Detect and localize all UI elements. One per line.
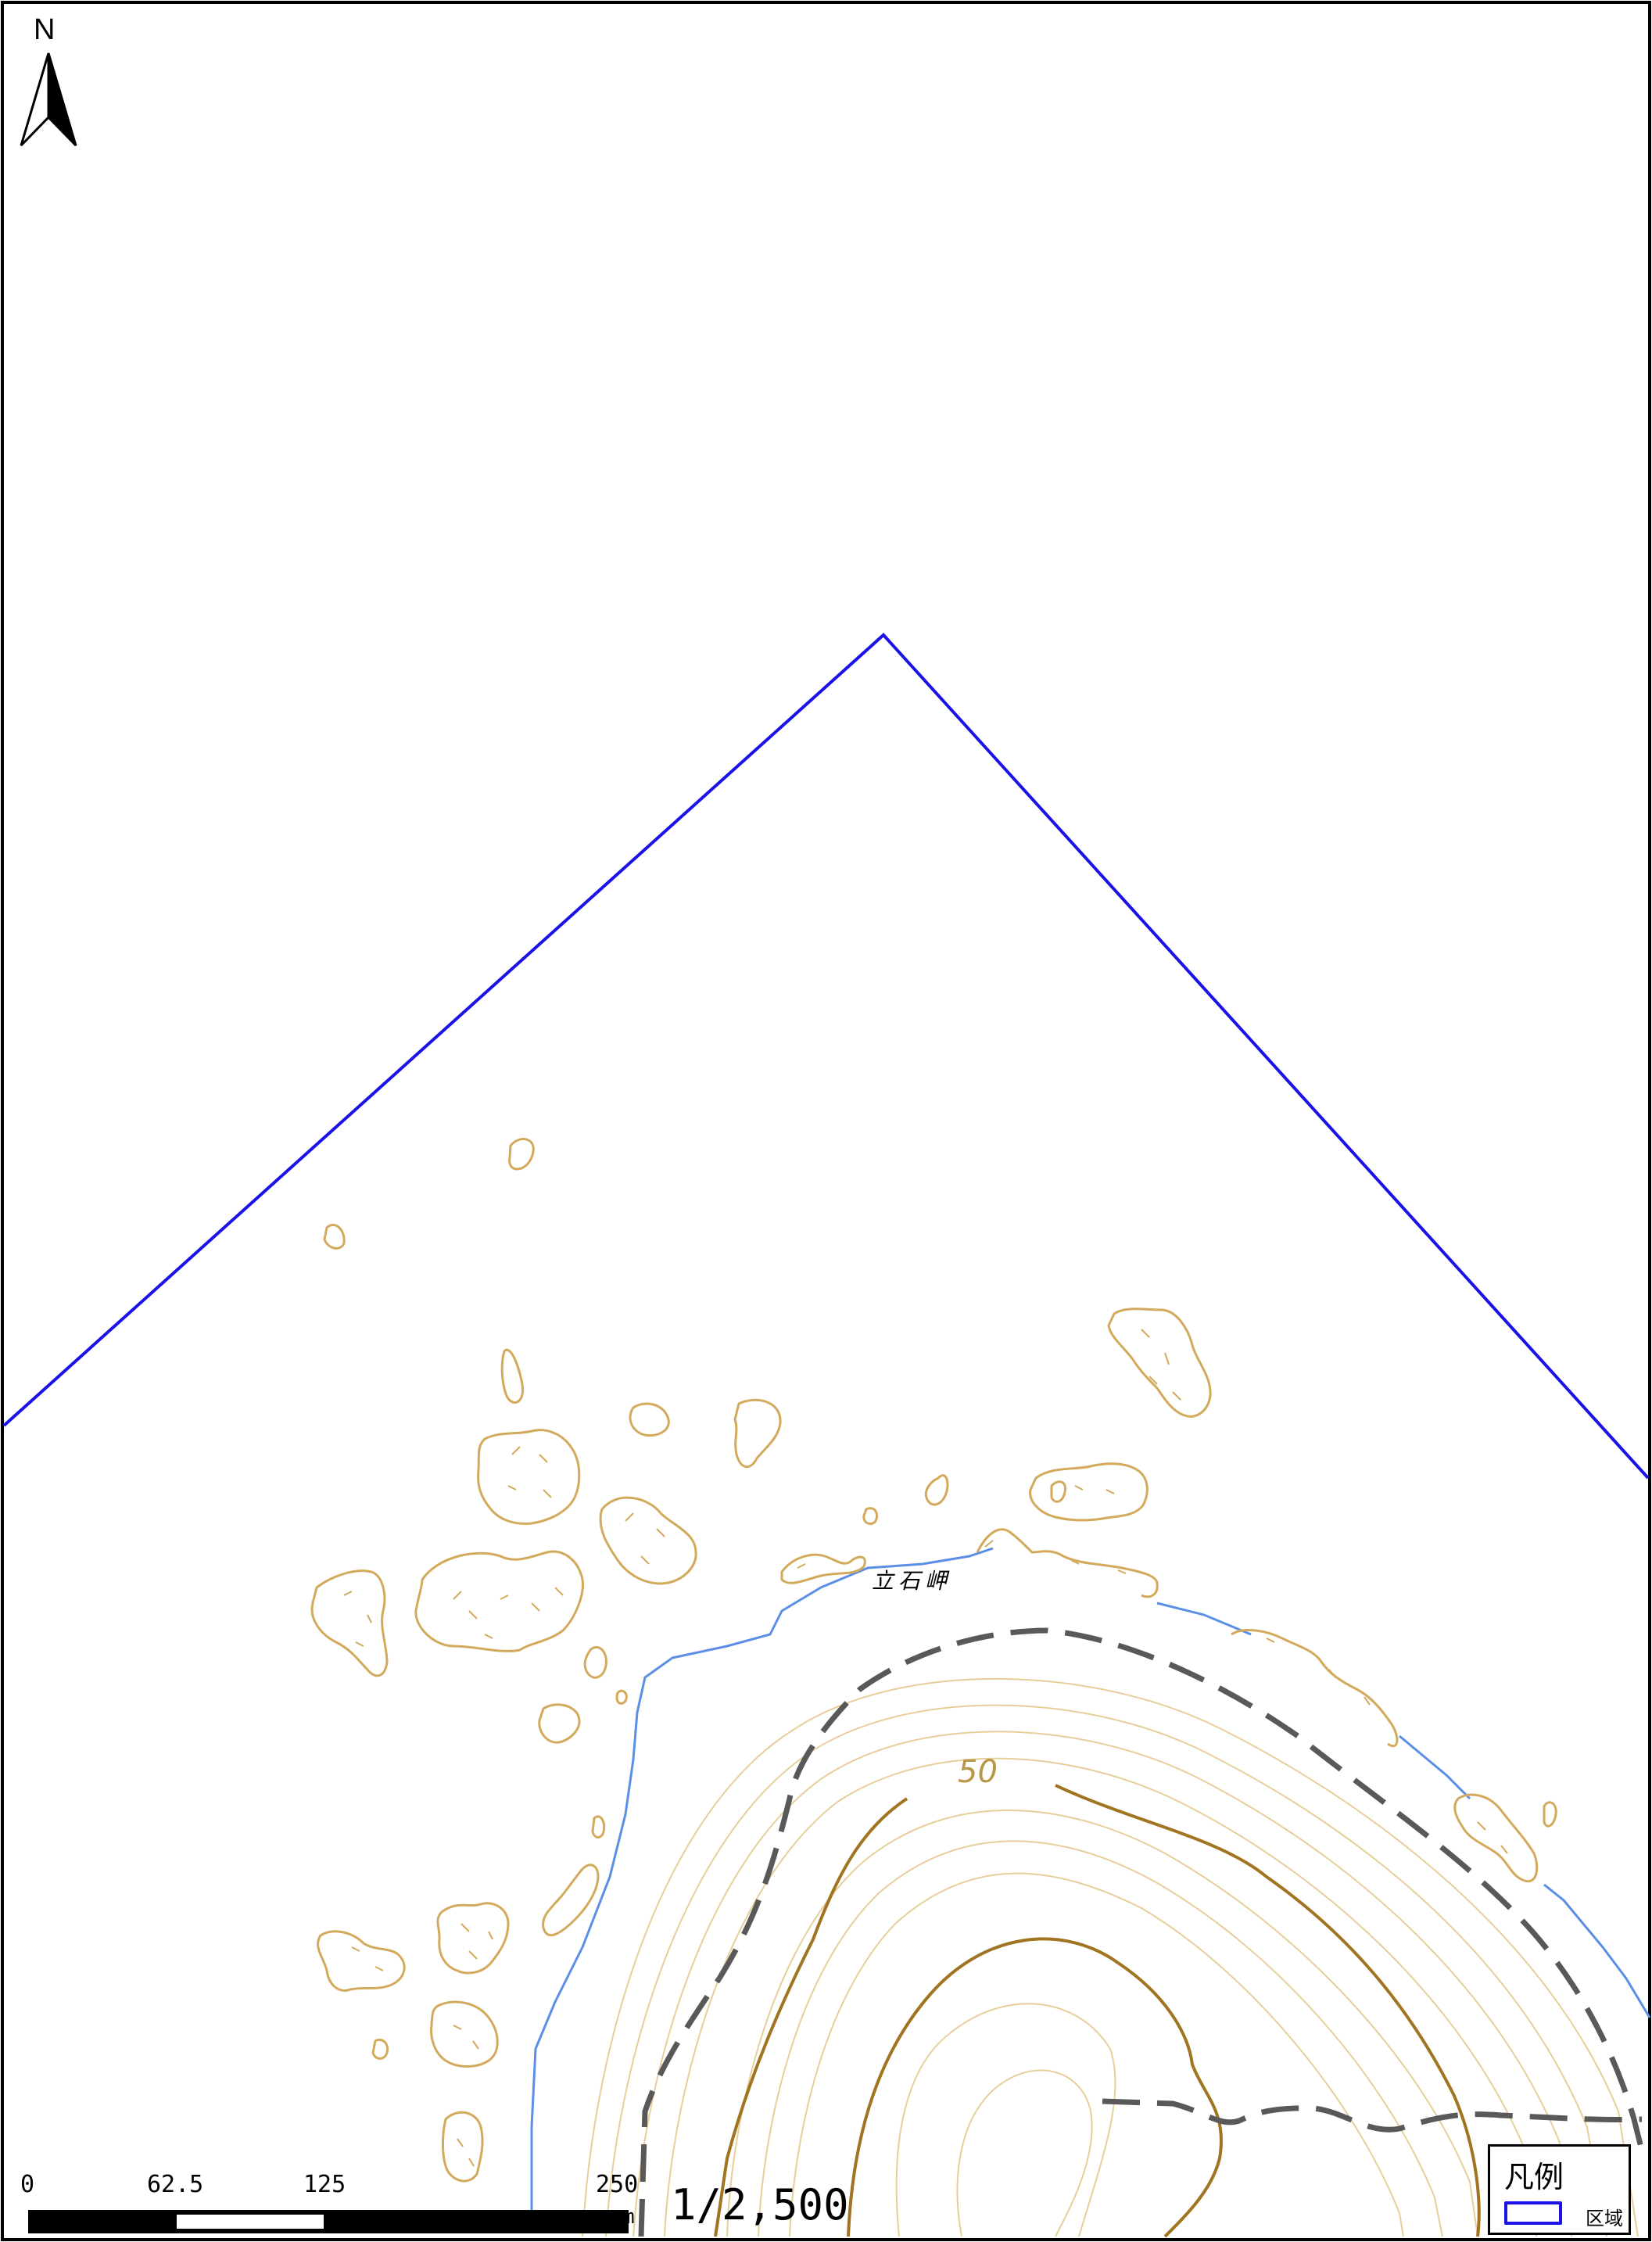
legend: 凡例 区域: [1488, 2144, 1631, 2235]
rock-ticks: [343, 1329, 1508, 2167]
scale-tick-125: 125: [303, 2171, 346, 2198]
place-name-label: 立石岬: [872, 1568, 952, 1594]
contour-elevation-label: 50: [958, 1754, 998, 1790]
legend-title: 凡例: [1504, 2160, 1564, 2194]
scale-tick-62-5: 62.5: [147, 2171, 204, 2198]
scale-bar-graphic: [28, 2210, 629, 2233]
north-arrow-graphic: [20, 52, 77, 147]
legend-swatch-area: [1504, 2201, 1562, 2225]
minor-contours: [582, 1677, 1639, 2237]
major-contours: [714, 1784, 1481, 2238]
rock-outlines: [310, 1138, 1557, 2183]
legend-label-area: 区域: [1586, 2208, 1623, 2229]
scale-ratio: 1/2,500: [671, 2180, 849, 2229]
scale-tick-0: 0: [20, 2171, 35, 2198]
north-arrow-label: N: [34, 13, 56, 46]
dashed-path: [638, 1627, 1645, 2237]
scale-unit: m: [622, 2205, 635, 2229]
coastline: [530, 1547, 1651, 2233]
area-boundary: [2, 633, 1650, 1480]
scale-tick-250: 250: [596, 2171, 639, 2198]
